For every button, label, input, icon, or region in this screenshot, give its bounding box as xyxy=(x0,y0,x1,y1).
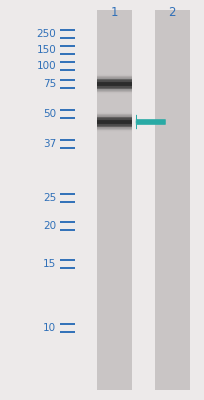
Text: 150: 150 xyxy=(37,45,56,55)
Text: 1: 1 xyxy=(111,6,118,19)
Text: 20: 20 xyxy=(43,221,56,231)
Text: 15: 15 xyxy=(43,259,56,269)
Text: 25: 25 xyxy=(43,193,56,203)
Text: 100: 100 xyxy=(37,61,56,71)
Text: 10: 10 xyxy=(43,323,56,333)
Text: 2: 2 xyxy=(168,6,175,19)
Bar xyxy=(154,10,189,390)
Text: 75: 75 xyxy=(43,79,56,89)
Text: 50: 50 xyxy=(43,109,56,119)
Text: 250: 250 xyxy=(37,29,56,39)
Text: 37: 37 xyxy=(43,139,56,149)
Bar xyxy=(97,10,132,390)
